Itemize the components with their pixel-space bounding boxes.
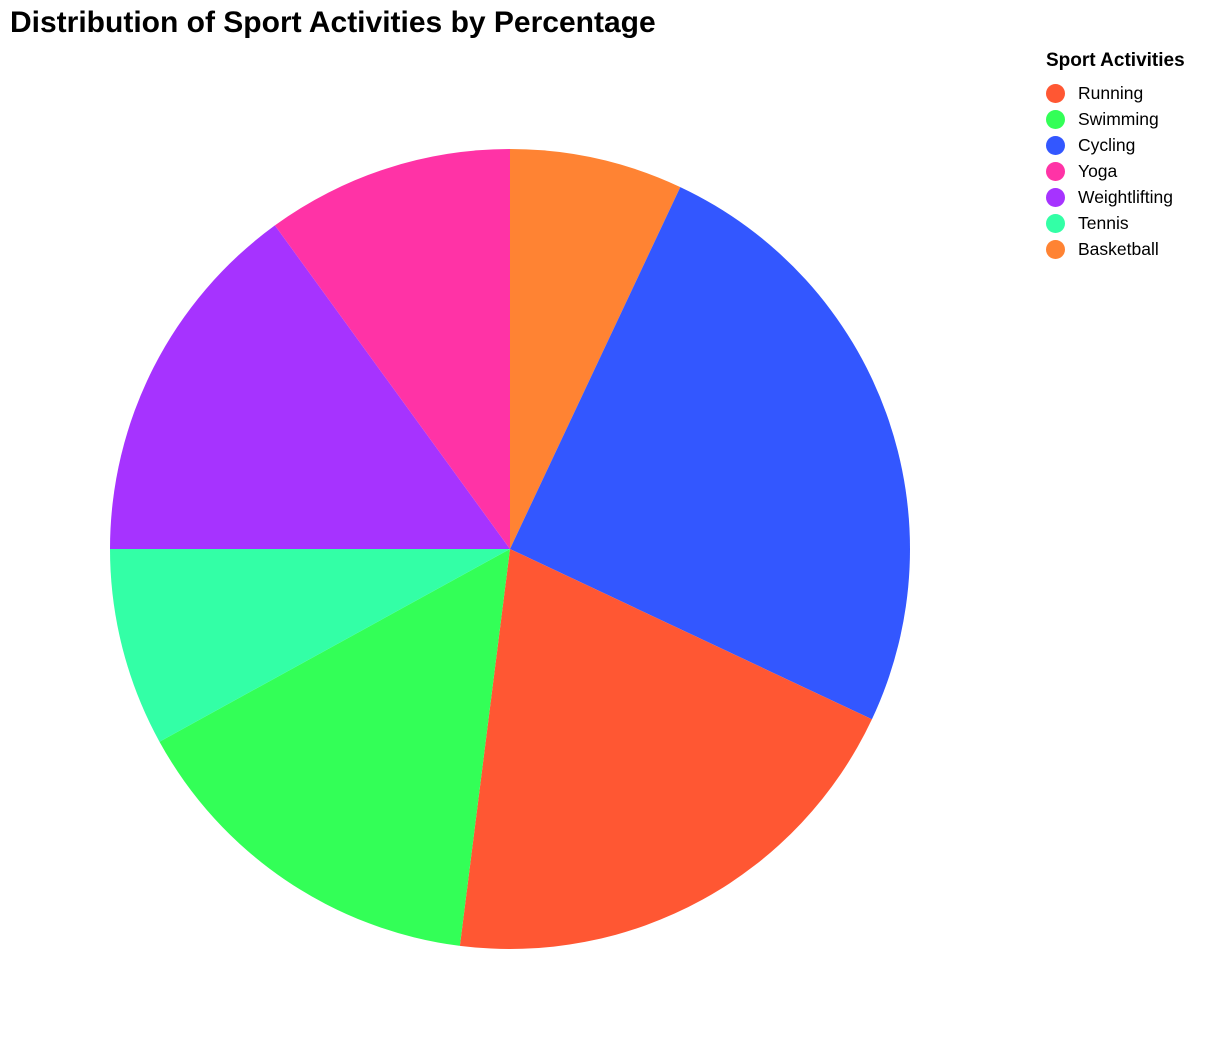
pie-slices [110, 149, 910, 950]
legend-label: Cycling [1078, 134, 1136, 155]
pie-slice-basketball [510, 149, 681, 549]
legend: Sport Activities Running Swimming Cycling Y… [1046, 50, 1211, 262]
legend-item-weightlifting: Weightlifting [1046, 184, 1211, 210]
legend-item-running: Running [1046, 80, 1211, 106]
pie-slice-weightlifting [110, 225, 510, 549]
legend-title: Sport Activities [1046, 50, 1185, 71]
legend-item-basketball: Basketball [1046, 236, 1211, 262]
legend-item-cycling: Cycling [1046, 132, 1211, 158]
legend-swatch [1046, 161, 1065, 181]
pie-slice-swimming [159, 549, 511, 946]
legend-swatch [1046, 187, 1065, 207]
legend-label: Weightlifting [1078, 186, 1174, 207]
legend-swatch [1046, 213, 1065, 233]
legend-swatch [1046, 109, 1065, 129]
legend-swatch [1046, 83, 1065, 103]
legend-label: Tennis [1078, 212, 1129, 233]
pie-slice-yoga [274, 149, 510, 549]
legend-label: Basketball [1078, 238, 1159, 259]
legend-items: Running Swimming Cycling Yoga Weightlifting T… [1046, 80, 1211, 262]
legend-item-tennis: Tennis [1046, 210, 1211, 236]
pie-slice-cycling [510, 187, 910, 720]
legend-swatch [1046, 135, 1065, 155]
legend-label: Running [1078, 82, 1144, 103]
legend-label: Swimming [1078, 108, 1159, 129]
pie-slice-tennis [110, 549, 510, 742]
pie-slice-running [459, 549, 872, 950]
legend-swatch [1046, 239, 1065, 259]
legend-item-yoga: Yoga [1046, 158, 1211, 184]
legend-item-swimming: Swimming [1046, 106, 1211, 132]
legend-label: Yoga [1078, 160, 1118, 181]
chart-title: Distribution of Sport Activities by Perc… [10, 6, 656, 39]
